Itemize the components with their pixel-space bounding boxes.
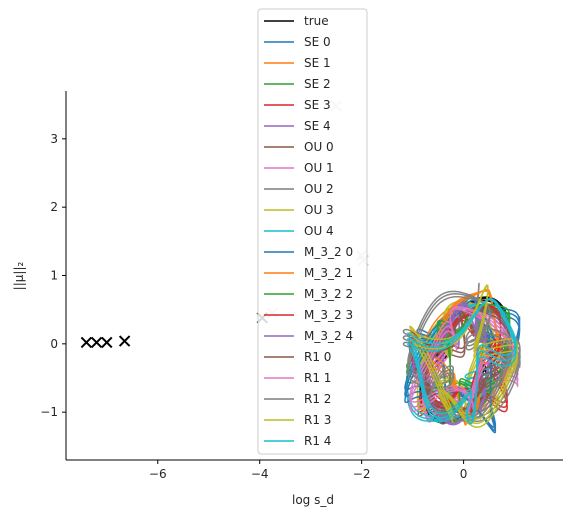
legend-label: OU 4 (304, 224, 334, 238)
y-tick-label: −1 (40, 405, 58, 419)
x-marker (90, 336, 103, 349)
series-line (416, 300, 501, 423)
legend-label: M_3_2 1 (304, 266, 353, 280)
x-marker (80, 336, 93, 349)
legend-label: R1 3 (304, 413, 331, 427)
legend-label: R1 1 (304, 371, 331, 385)
x-marker (118, 335, 131, 347)
legend: true SE 0 SE 1 SE 2 SE 3 SE 4 OU 0 OU 1 OU 2 OU 3… (257, 8, 368, 455)
legend-label: OU 2 (304, 182, 334, 196)
legend-label: M_3_2 4 (304, 329, 353, 343)
legend-label: SE 2 (304, 77, 331, 91)
series-line (407, 290, 513, 422)
x-marker (101, 336, 113, 349)
series-line (421, 299, 519, 423)
legend-label: SE 4 (304, 119, 331, 133)
series-line (402, 282, 521, 424)
x-axis-title: log s_d (292, 493, 334, 507)
legend-label: SE 3 (304, 98, 331, 112)
y-tick-label: 3 (50, 132, 58, 146)
legend-label: OU 3 (304, 203, 334, 217)
legend-label: SE 0 (304, 35, 331, 49)
legend-label: R1 4 (304, 434, 331, 448)
legend-label: SE 1 (304, 56, 331, 70)
legend-label: OU 1 (304, 161, 334, 175)
series-line (409, 306, 516, 425)
x-tick-label: 0 (460, 467, 468, 481)
y-tick-label: 2 (50, 200, 58, 214)
legend-label: OU 0 (304, 140, 334, 154)
x-tick-label: −2 (353, 467, 371, 481)
legend-label: R1 2 (304, 392, 331, 406)
legend-label: M_3_2 0 (304, 245, 353, 259)
legend-label: R1 0 (304, 350, 331, 364)
legend-frame (257, 8, 368, 455)
series-line (407, 298, 517, 425)
y-axis-title: ||μ||₂ (12, 262, 26, 291)
y-tick-label: 0 (50, 337, 58, 351)
trajectory-curves (402, 282, 521, 434)
axes: −6 −4 −2 0 −1 0 1 2 3 (40, 91, 563, 481)
series-line (404, 295, 497, 434)
y-tick-label: 1 (50, 269, 58, 283)
x-tick-label: −4 (251, 467, 269, 481)
legend-label: true (304, 14, 329, 28)
legend-label: M_3_2 3 (304, 308, 353, 322)
x-tick-label: −6 (149, 467, 167, 481)
legend-label: M_3_2 2 (304, 287, 353, 301)
